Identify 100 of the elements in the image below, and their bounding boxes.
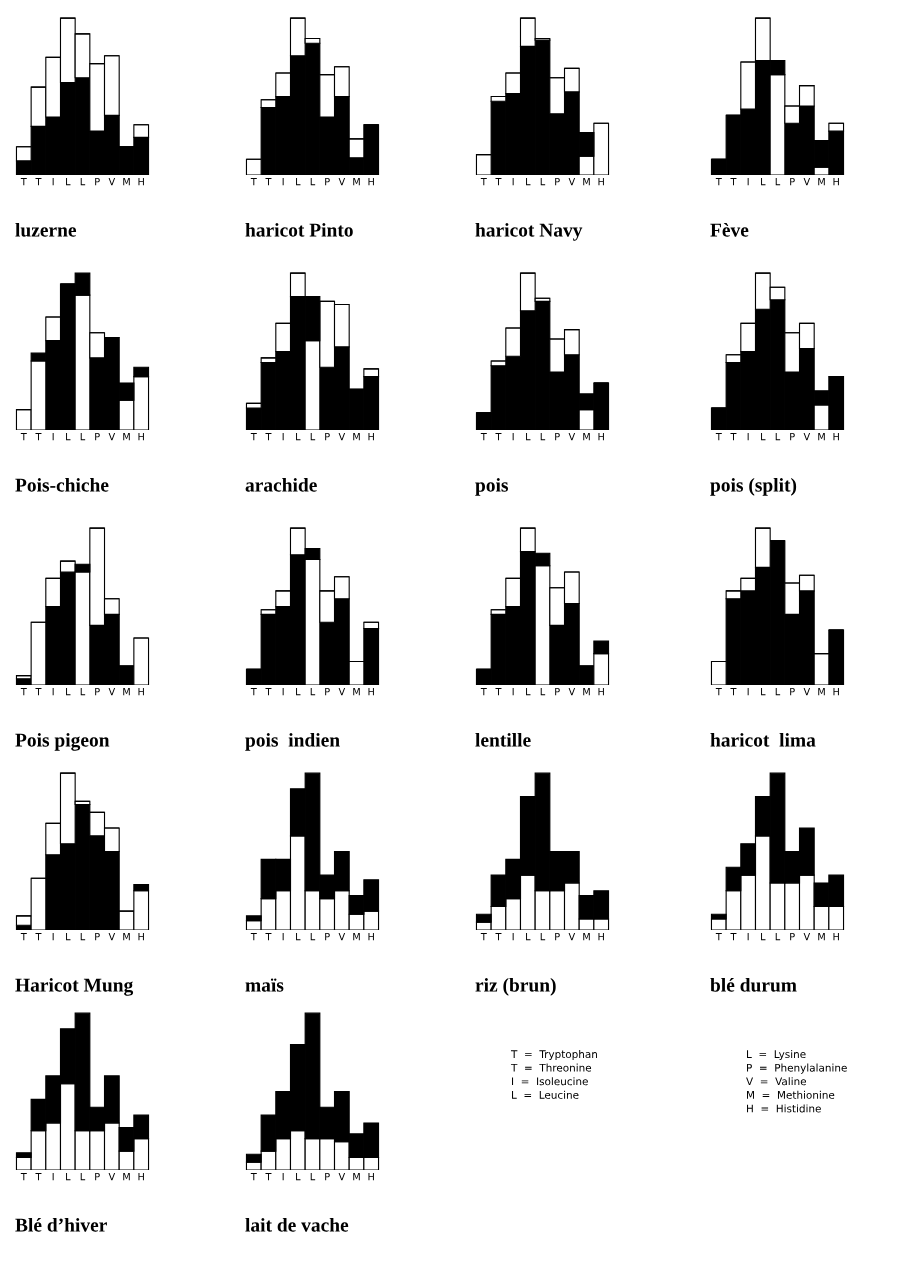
text: riz (brun) <box>475 978 556 996</box>
x-tick-label: H <box>598 933 604 941</box>
text: arachide <box>245 478 317 492</box>
x-tick-label: L <box>540 933 546 941</box>
x-tick-label: L <box>296 688 301 696</box>
x-tick-label: L <box>540 178 546 186</box>
x-tick-label: I <box>52 688 54 696</box>
x-tick-label: L <box>526 433 531 441</box>
x-tick-label: L <box>80 178 86 186</box>
x-tick-label: P <box>790 433 795 441</box>
x-tick-label: T <box>480 688 487 696</box>
x-tick-label: L <box>761 178 766 186</box>
text: pois <box>475 478 509 496</box>
text: Pois-chiche <box>15 478 109 492</box>
text: haricot Navy <box>475 223 583 241</box>
x-tick-label: V <box>803 688 811 696</box>
x-tick-label: M <box>818 178 825 186</box>
x-tick-label: V <box>338 178 346 186</box>
text: H = Histidine <box>747 1104 821 1113</box>
x-tick-label: M <box>583 178 590 186</box>
x-tick-label: T <box>35 1173 42 1181</box>
x-tick-label: I <box>282 433 284 441</box>
x-tick-label: V <box>568 433 576 441</box>
x-tick-label: T <box>265 433 272 441</box>
x-tick-label: V <box>568 933 576 941</box>
x-tick-label: V <box>338 1173 346 1181</box>
x-tick-label: M <box>123 178 130 186</box>
x-tick-label: L <box>310 688 316 696</box>
x-tick-label: L <box>775 433 781 441</box>
x-tick-label: T <box>35 433 42 441</box>
x-tick-label: I <box>52 1173 54 1181</box>
text: Blé d’hiver <box>15 1217 107 1232</box>
x-tick-label: L <box>80 1173 86 1181</box>
x-tick-label: I <box>747 433 749 441</box>
x-tick-label: T <box>480 933 487 941</box>
x-tick-label: V <box>803 933 811 941</box>
x-tick-label: M <box>123 1173 130 1181</box>
x-tick-label: H <box>598 688 604 696</box>
x-tick-label: T <box>730 933 737 941</box>
x-tick-label: T <box>20 433 27 441</box>
text: I = Isoleucine <box>512 1077 588 1086</box>
x-tick-label: T <box>715 688 722 696</box>
x-tick-label: V <box>338 688 346 696</box>
x-tick-label: L <box>526 178 531 186</box>
x-tick-label: L <box>526 933 531 941</box>
x-tick-label: V <box>803 433 811 441</box>
x-tick-label: P <box>555 688 560 696</box>
x-tick-label: L <box>310 933 316 941</box>
x-tick-label: T <box>715 933 722 941</box>
x-tick-label: M <box>353 933 360 941</box>
x-tick-label: M <box>123 433 130 441</box>
text: T = Tryptophan <box>510 1050 597 1061</box>
x-tick-label: T <box>265 688 272 696</box>
text: lait de vache <box>245 1218 349 1232</box>
text: V = Valine <box>746 1077 807 1086</box>
x-tick-label: T <box>20 1173 27 1181</box>
x-tick-label: H <box>138 433 144 441</box>
x-tick-label: I <box>52 433 54 441</box>
x-tick-label: H <box>368 178 374 186</box>
x-tick-label: I <box>747 178 749 186</box>
x-tick-label: H <box>138 688 144 696</box>
x-tick-label: L <box>761 688 766 696</box>
x-tick-label: P <box>325 688 330 696</box>
x-tick-label: P <box>555 933 560 941</box>
text: haricot Pinto <box>245 223 353 237</box>
x-tick-label: T <box>250 688 257 696</box>
x-tick-label: I <box>512 433 514 441</box>
x-tick-label: I <box>282 178 284 186</box>
x-tick-label: V <box>108 178 116 186</box>
x-tick-label: T <box>495 433 502 441</box>
x-tick-label: P <box>95 688 100 696</box>
x-tick-label: L <box>296 1173 301 1181</box>
x-tick-label: H <box>368 433 374 441</box>
x-tick-label: L <box>310 178 316 186</box>
x-tick-label: L <box>310 1173 316 1181</box>
x-tick-label: H <box>368 688 374 696</box>
x-tick-label: P <box>790 933 795 941</box>
x-tick-label: M <box>353 688 360 696</box>
x-tick-label: H <box>833 433 839 441</box>
x-tick-label: T <box>495 933 502 941</box>
x-tick-label: M <box>123 933 130 941</box>
x-tick-label: V <box>108 1173 116 1181</box>
text: T = Threonine <box>510 1063 592 1072</box>
x-tick-label: L <box>296 178 301 186</box>
x-tick-label: I <box>282 933 284 941</box>
x-tick-label: L <box>66 433 71 441</box>
x-tick-label: L <box>80 933 86 941</box>
x-tick-label: H <box>368 933 374 941</box>
x-tick-label: V <box>108 933 116 941</box>
x-tick-label: T <box>480 433 487 441</box>
text: maïs <box>245 978 284 992</box>
text: Pois pigeon <box>15 733 110 751</box>
x-tick-label: H <box>138 1173 144 1181</box>
x-tick-label: L <box>80 433 86 441</box>
x-tick-label: M <box>818 433 825 441</box>
x-tick-label: M <box>818 688 825 696</box>
x-tick-label: L <box>540 433 546 441</box>
x-tick-label: I <box>512 178 514 186</box>
x-tick-label: V <box>568 178 576 186</box>
text: blé durum <box>710 977 797 992</box>
